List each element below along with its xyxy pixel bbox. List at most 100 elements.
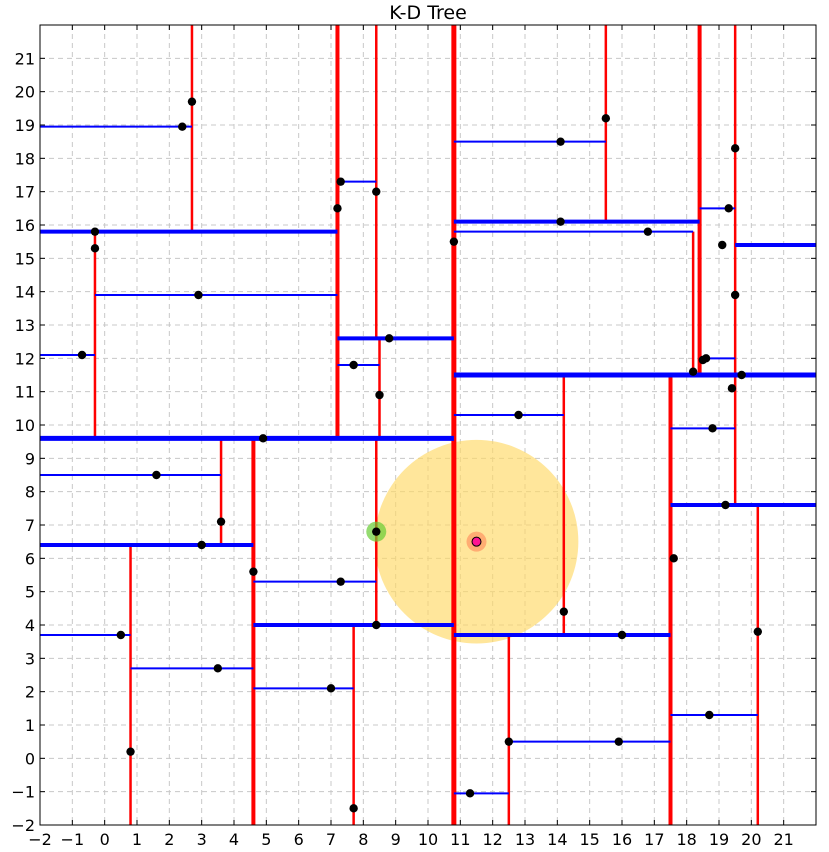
y-tick-label: −1 bbox=[11, 783, 35, 802]
highlight-layer bbox=[366, 521, 487, 552]
data-point bbox=[194, 290, 203, 300]
data-point bbox=[326, 684, 336, 693]
data-point bbox=[375, 390, 384, 400]
nearest-point-marker bbox=[372, 527, 381, 536]
data-point bbox=[753, 627, 762, 636]
data-point bbox=[708, 424, 717, 433]
data-point bbox=[336, 177, 345, 186]
data-point bbox=[601, 114, 611, 123]
x-tick-label: 12 bbox=[482, 830, 502, 849]
y-tick-label: 11 bbox=[15, 383, 35, 402]
horizontal-splits-layer bbox=[40, 125, 816, 795]
x-tick-label: 18 bbox=[676, 830, 696, 849]
x-tick-label: 11 bbox=[450, 830, 470, 849]
data-point bbox=[504, 737, 514, 746]
x-tick-label: 9 bbox=[391, 830, 401, 849]
y-tick-label: 15 bbox=[15, 249, 35, 268]
data-point bbox=[449, 237, 459, 246]
data-point bbox=[336, 577, 345, 586]
data-point bbox=[213, 664, 223, 673]
x-tick-label: 5 bbox=[261, 830, 271, 849]
x-tick-label: 20 bbox=[741, 830, 761, 849]
data-point bbox=[197, 540, 206, 550]
x-tick-label: 13 bbox=[515, 830, 535, 849]
data-point bbox=[349, 360, 358, 370]
vertical-splits-layer bbox=[93, 25, 760, 825]
data-point bbox=[514, 410, 523, 420]
data-point bbox=[556, 137, 565, 146]
data-point bbox=[372, 187, 381, 196]
data-point bbox=[669, 554, 678, 563]
data-point bbox=[90, 244, 100, 253]
y-tick-label: 16 bbox=[15, 216, 35, 235]
data-point bbox=[727, 384, 737, 393]
data-point bbox=[556, 217, 565, 226]
x-tick-label: −1 bbox=[61, 830, 85, 849]
data-point bbox=[718, 240, 727, 250]
data-point bbox=[724, 204, 733, 213]
data-point bbox=[730, 290, 740, 300]
y-tick-label: −2 bbox=[11, 816, 35, 835]
data-point bbox=[721, 500, 730, 510]
data-point bbox=[116, 630, 126, 640]
y-tick-label: 13 bbox=[15, 316, 35, 335]
x-tick-label: 14 bbox=[547, 830, 567, 849]
x-tick-label: 15 bbox=[579, 830, 599, 849]
x-tick-label: 21 bbox=[773, 830, 793, 849]
data-point bbox=[701, 354, 711, 363]
data-point bbox=[372, 620, 381, 630]
x-tick-label: 8 bbox=[358, 830, 368, 849]
data-point bbox=[187, 97, 197, 106]
y-tick-label: 21 bbox=[15, 49, 35, 68]
data-point bbox=[77, 350, 87, 360]
y-tick-label: 9 bbox=[25, 449, 35, 468]
chart-title: K-D Tree bbox=[389, 2, 467, 24]
data-point bbox=[216, 517, 226, 526]
y-tick-label: 2 bbox=[25, 683, 35, 702]
x-tick-label: 19 bbox=[709, 830, 729, 849]
data-point bbox=[737, 370, 746, 380]
grid-lines bbox=[40, 25, 816, 825]
data-point bbox=[614, 737, 623, 746]
data-point bbox=[349, 804, 358, 813]
y-tick-label: 4 bbox=[25, 616, 35, 635]
x-tick-label: 10 bbox=[418, 830, 438, 849]
y-tick-label: 0 bbox=[25, 749, 35, 768]
data-point bbox=[730, 144, 740, 153]
data-point bbox=[643, 227, 653, 236]
y-tick-label: 14 bbox=[15, 283, 35, 302]
data-point bbox=[258, 434, 268, 443]
x-tick-label: 3 bbox=[197, 830, 207, 849]
data-point bbox=[688, 367, 698, 376]
data-point bbox=[152, 470, 161, 480]
data-point bbox=[385, 334, 394, 343]
data-point bbox=[90, 227, 100, 236]
x-tick-label: 1 bbox=[132, 830, 142, 849]
x-tick-label: −2 bbox=[28, 830, 52, 849]
points-layer bbox=[77, 97, 762, 813]
data-point bbox=[126, 747, 135, 756]
y-tick-label: 3 bbox=[25, 649, 35, 668]
y-tick-label: 17 bbox=[15, 183, 35, 202]
x-tick-label: 17 bbox=[644, 830, 664, 849]
x-tick-label: 7 bbox=[326, 830, 336, 849]
x-tick-label: 2 bbox=[164, 830, 174, 849]
x-tick-label: 16 bbox=[612, 830, 632, 849]
data-point bbox=[617, 630, 627, 640]
data-point bbox=[705, 710, 714, 720]
query-point-marker bbox=[471, 536, 482, 547]
y-tick-label: 7 bbox=[25, 516, 35, 535]
y-tick-label: 18 bbox=[15, 149, 35, 168]
y-tick-label: 8 bbox=[25, 483, 35, 502]
y-tick-label: 12 bbox=[15, 349, 35, 368]
data-point bbox=[465, 789, 475, 798]
x-axis-ticks: −2 −1 0 1 2 3 4 5 6 7 8 9 10 11 12 13 14 15 16 17 18 19 20 21 bbox=[28, 25, 794, 849]
x-tick-label: 0 bbox=[100, 830, 110, 849]
x-tick-label: 6 bbox=[294, 830, 304, 849]
y-tick-label: 20 bbox=[15, 83, 35, 102]
data-point bbox=[178, 122, 187, 131]
data-point bbox=[249, 567, 258, 576]
x-tick-label: 4 bbox=[229, 830, 239, 849]
